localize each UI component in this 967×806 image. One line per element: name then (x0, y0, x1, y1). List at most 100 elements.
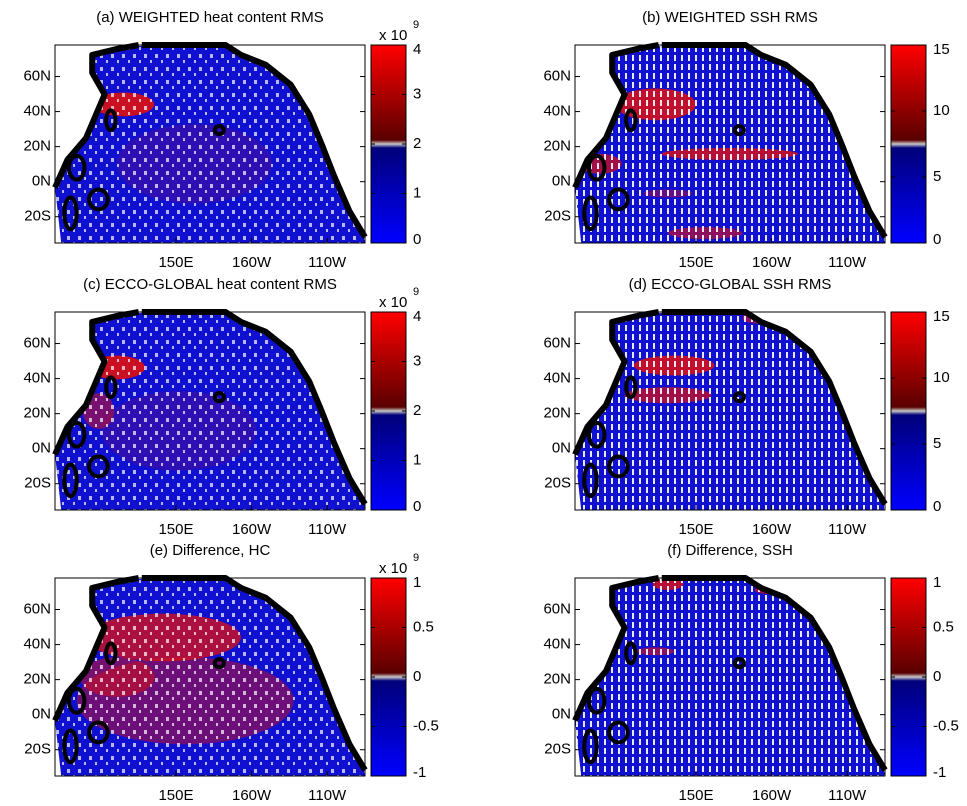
y-tick-label: 20S (24, 208, 51, 225)
panel: (e) Difference, HC 60N 40N 20N 0N 20S 150E 160W… (23, 542, 438, 804)
island (607, 187, 630, 212)
y-tick-label: 20N (543, 671, 571, 688)
y-tick-label: 20N (23, 138, 51, 155)
coastline (572, 575, 660, 722)
y-tick-label: 20N (23, 405, 51, 422)
y-tick-label: 0N (552, 706, 571, 723)
panel: (c) ECCO-GLOBAL heat content RMS60N40N20… (23, 276, 421, 538)
colorbar-tick-label: -1 (413, 764, 426, 781)
x-tick-label: 110W (308, 254, 347, 271)
x-tick-label: 150E (158, 521, 193, 538)
island (732, 657, 746, 670)
colorbar-tick-label: 4 (413, 41, 421, 58)
colorbar-tick-label: 5 (933, 435, 941, 452)
island (607, 454, 630, 479)
y-tick-label: 0N (552, 440, 571, 457)
x-tick-label: 150E (678, 787, 713, 804)
colorbar-tick-label: 2 (413, 402, 421, 419)
y-tick-label: 60N (23, 335, 51, 352)
x-tick-label: 110W (828, 787, 867, 804)
y-tick-label: 40N (23, 370, 51, 387)
island (607, 720, 630, 745)
y-tick-label: 40N (543, 103, 571, 120)
map-frame (574, 577, 886, 777)
x-tick-label: 160W (232, 254, 272, 271)
island (66, 420, 87, 449)
y-tick-label: 20N (543, 405, 571, 422)
coastline (661, 309, 888, 506)
y-tick-label: 40N (23, 103, 51, 120)
colorbar-tick-label: 0 (933, 668, 941, 685)
panel: (b) WEIGHTED SSH RMS 60N 40N 20N 0N 20S 150E 16… (543, 9, 949, 271)
island (586, 686, 607, 715)
y-tick-label: 60N (543, 68, 571, 85)
y-tick-label: 60N (543, 601, 571, 618)
colorbar-tick-label: 0 (413, 231, 421, 248)
colorbar-tick-label: 0.5 (413, 618, 434, 635)
y-tick-label: 0N (32, 440, 51, 457)
y-tick-label: 0N (32, 706, 51, 723)
colorbar-tick-label: 0 (413, 498, 421, 515)
y-tick-label: 60N (23, 68, 51, 85)
colorbar (890, 44, 927, 244)
island (586, 420, 607, 449)
x-tick-label: 160W (752, 787, 792, 804)
map-frame (54, 577, 366, 777)
x-tick-label: 160W (232, 787, 272, 804)
panel: (f) Difference, SSH 60N 40N 20N 0N 20S 150E 160… (543, 542, 958, 804)
colorbar-tick-label: 5 (933, 168, 941, 185)
x-tick-label: 150E (678, 254, 713, 271)
y-tick-label: 60N (543, 335, 571, 352)
x-tick-label: 150E (158, 787, 193, 804)
colorbar-tick-label: -0.5 (933, 717, 959, 734)
coastline (661, 575, 888, 772)
island (624, 108, 638, 133)
colorbar-tick-label: 15 (933, 308, 950, 325)
x-tick-label: 110W (308, 787, 347, 804)
island (732, 391, 746, 404)
colorbar-scale: x 10 (379, 27, 407, 44)
x-tick-label: 160W (752, 254, 792, 271)
panel: (a) WEIGHTED heat content RMS 60N 40N 20N 0N… (23, 9, 421, 271)
colorbar-tick-label: -1 (933, 764, 946, 781)
y-tick-label: 20N (23, 671, 51, 688)
colorbar-tick-label: 0 (933, 231, 941, 248)
coastline (52, 575, 140, 722)
colorbar (890, 577, 927, 777)
island (624, 641, 638, 666)
colorbar-tick-label: 1 (413, 451, 421, 468)
island (582, 195, 599, 232)
island (87, 720, 110, 745)
colorbar-tick-label: 1 (933, 574, 941, 591)
island (66, 686, 87, 715)
coastline (141, 575, 368, 772)
map-frame (54, 311, 366, 511)
x-tick-label: 110W (308, 521, 347, 538)
island (66, 153, 87, 182)
x-tick-label: 150E (678, 521, 713, 538)
y-tick-label: 60N (23, 601, 51, 618)
y-tick-label: 20S (544, 475, 571, 492)
y-tick-label: 40N (23, 636, 51, 653)
island (212, 657, 226, 670)
colorbar-tick-label: 1 (413, 574, 421, 591)
x-tick-label: 110W (828, 521, 867, 538)
colorbar-tick-label: 10 (933, 102, 950, 119)
y-tick-label: 40N (543, 636, 571, 653)
coastline (141, 42, 368, 239)
coastline (141, 309, 368, 506)
colorbar-tick-label: 4 (413, 308, 421, 325)
island (87, 454, 110, 479)
panel-title: (d) ECCO-GLOBAL SSH RMS (629, 276, 832, 293)
coastline (52, 42, 140, 189)
panel-title: (f) Difference, SSH (667, 542, 793, 559)
y-tick-label: 20N (543, 138, 571, 155)
y-tick-label: 20S (24, 741, 51, 758)
island (87, 187, 110, 212)
island (62, 462, 79, 499)
colorbar-tick-label: 10 (933, 369, 950, 386)
map-frame (54, 44, 366, 244)
colorbar (370, 311, 407, 511)
colorbar-tick-label: 0 (933, 498, 941, 515)
